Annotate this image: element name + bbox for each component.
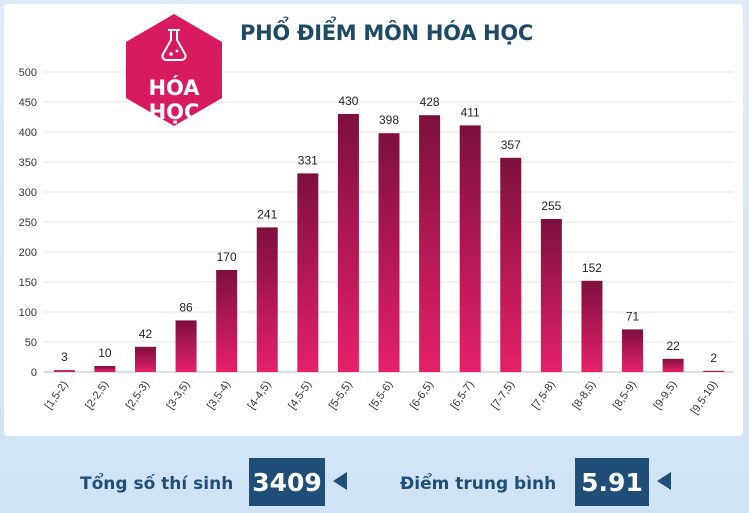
bar-1: [94, 366, 116, 372]
data-label-3: 86: [179, 300, 193, 314]
bar-6: [297, 173, 319, 372]
flask-icon: [161, 29, 187, 62]
average-arrow-icon: [657, 472, 671, 490]
bar-12: [540, 219, 562, 372]
y-tick-label: 100: [19, 307, 37, 319]
data-label-15: 22: [666, 339, 680, 353]
data-label-4: 170: [217, 250, 237, 264]
y-tick-label: 150: [19, 277, 37, 289]
bar-16: [703, 370, 725, 372]
bar-8: [378, 133, 400, 372]
bar-0: [53, 370, 75, 372]
x-tick-label-5: [4-4,5): [246, 379, 274, 412]
bar-9: [419, 115, 441, 372]
x-tick-label-15: [9-9,5): [652, 379, 680, 412]
badge-line1: HÓA: [148, 76, 200, 100]
bar-13: [581, 280, 603, 372]
bar-4: [216, 270, 238, 372]
y-tick-label: 200: [19, 247, 37, 259]
x-tick-label-9: [6-6,5): [408, 379, 436, 412]
x-tick-label-13: [8-8,5): [570, 379, 598, 412]
x-tick-label-10: [6,5-7): [449, 379, 477, 412]
bar-2: [134, 346, 156, 372]
y-tick-label: 450: [19, 97, 37, 109]
x-axis-ticks: [1,5-2) [2-2,5) [2,5-3) [3-3,5) [3,5-4) [4-4,…: [43, 379, 720, 417]
bar-chart: 0 50 100 150 200 250 300 350 400 450 500 3 10 42 86 17…: [19, 67, 734, 417]
hexagon-shape: [126, 14, 222, 126]
bar-7: [337, 114, 359, 372]
y-tick-label: 250: [19, 217, 37, 229]
data-label-5: 241: [257, 207, 277, 221]
data-label-6: 331: [298, 153, 318, 167]
bar-10: [459, 125, 481, 373]
data-label-11: 357: [501, 138, 521, 152]
data-label-10: 411: [461, 105, 480, 119]
data-label-7: 430: [338, 94, 358, 108]
average-score-label: Điểm trung bình: [400, 474, 557, 494]
x-tick-label-14: [8,5-9): [611, 379, 639, 412]
average-score-value: 5.91: [575, 458, 649, 506]
subject-badge: HÓA HỌC: [124, 12, 224, 128]
x-tick-label-4: [3,5-4): [205, 379, 233, 412]
y-axis-ticks: 0 50 100 150 200 250 300 350 400 450 500: [19, 67, 37, 379]
badge-line2: HỌC: [148, 100, 200, 124]
y-tick-label: 350: [19, 157, 37, 169]
chart-title: PHỔ ĐIỂM MÔN HÓA HỌC: [240, 21, 533, 45]
data-label-12: 255: [541, 199, 561, 213]
total-arrow-icon: [333, 472, 347, 490]
y-tick-label: 50: [25, 337, 37, 349]
x-tick-label-12: [7,5-8): [530, 379, 558, 412]
x-tick-label-11: [7-7,5): [489, 379, 517, 412]
y-tick-label: 500: [19, 67, 37, 79]
total-candidates-value: 3409: [249, 458, 325, 506]
data-label-8: 398: [379, 113, 399, 127]
data-label-16: 2: [710, 351, 717, 365]
data-label-13: 152: [582, 261, 602, 275]
x-tick-label-7: [5-5,5): [327, 379, 355, 412]
bar-15: [662, 358, 684, 372]
bar-11: [500, 157, 522, 372]
data-label-9: 428: [420, 95, 440, 109]
bar-3: [175, 320, 197, 372]
x-tick-label-0: [1,5-2): [43, 379, 71, 412]
data-labels: 3 10 42 86 170 241 331 430 398 428 411 357 255 152 71 2…: [61, 94, 717, 365]
x-tick-label-8: [5,5-6): [367, 379, 395, 412]
x-tick-label-1: [2-2,5): [83, 379, 111, 412]
bars: [53, 114, 725, 373]
y-tick-label: 0: [31, 367, 37, 379]
bar-14: [622, 329, 644, 372]
data-label-2: 42: [139, 327, 153, 341]
x-tick-label-3: [3-3,5): [164, 379, 192, 412]
data-label-14: 71: [626, 309, 640, 323]
x-tick-label-2: [2,5-3): [124, 379, 152, 412]
x-tick-label-6: [4,5-5): [286, 379, 314, 412]
y-tick-label: 400: [19, 127, 37, 139]
bar-5: [256, 227, 278, 372]
data-label-0: 3: [61, 350, 68, 364]
x-tick-label-16: [9,5-10): [689, 379, 721, 417]
total-candidates-label: Tổng số thí sinh: [80, 474, 234, 494]
data-label-1: 10: [98, 346, 112, 360]
y-tick-label: 300: [19, 187, 37, 199]
